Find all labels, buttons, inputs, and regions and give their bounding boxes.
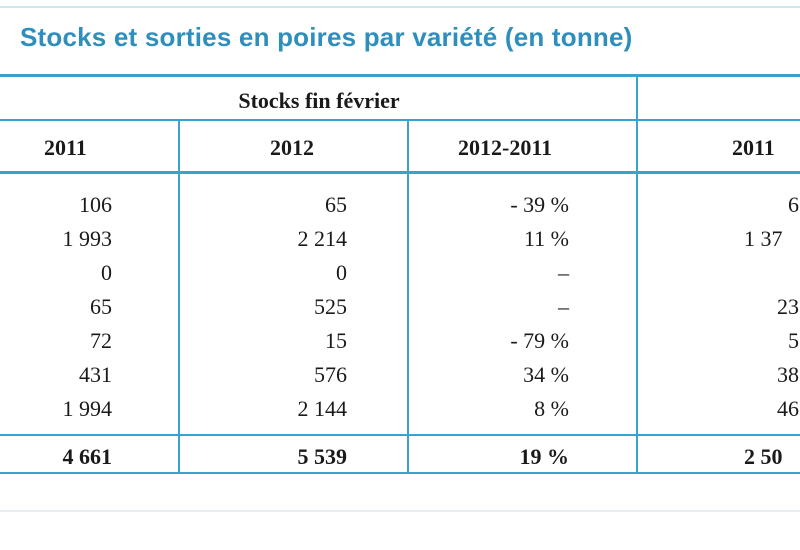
cell-stock-2012: 2 214: [297, 226, 348, 251]
total-rule: [0, 434, 800, 436]
column-header-rule: [0, 171, 800, 174]
cell-stock-2012: 2 144: [297, 396, 348, 421]
col-divider-3: [636, 74, 638, 472]
stocks-table: Stocks fin février 2011 2012 2012-2011 2…: [0, 74, 800, 474]
cell-stock-diff: –: [558, 294, 569, 319]
table-row: 0 0 –: [0, 256, 800, 290]
cell-stock-2011: 0: [101, 260, 112, 285]
cell-stock-diff: 8 %: [534, 396, 569, 421]
cell-stock-2012: 525: [314, 294, 347, 319]
total-row: 4 661 5 539 19 % 2 50: [0, 440, 800, 474]
cell-exit-2011: 1 37: [744, 226, 783, 251]
table-title: Stocks et sorties en poires par variété …: [20, 22, 633, 52]
col-divider-1: [178, 121, 180, 472]
table-bottom-rule: [0, 472, 800, 474]
total-stock-2011: 4 661: [62, 444, 113, 469]
cell-stock-diff: - 39 %: [510, 192, 569, 217]
bottom-rule: [0, 510, 800, 512]
cell-stock-2012: 0: [336, 260, 347, 285]
column-header-2012-2011: 2012-2011: [458, 135, 553, 160]
cell-stock-2011: 106: [79, 192, 112, 217]
total-stock-diff: 19 %: [519, 444, 570, 469]
table-row: 65 525 – 23: [0, 290, 800, 324]
cell-stock-2012: 65: [325, 192, 347, 217]
group-header-stocks: Stocks fin février: [238, 88, 400, 113]
cell-stock-2011: 1 993: [62, 226, 113, 251]
total-exit-2011: 2 50: [744, 444, 783, 469]
total-stock-2012: 5 539: [297, 444, 348, 469]
cell-exit-2011: 46: [777, 396, 799, 421]
column-header-2011: 2011: [44, 135, 87, 160]
cell-stock-diff: 11 %: [523, 226, 569, 251]
cell-stock-2012: 576: [314, 362, 347, 387]
table-row: 72 15 - 79 % 5: [0, 324, 800, 358]
col-divider-2: [407, 121, 409, 472]
column-header-2012: 2012: [270, 135, 314, 160]
cell-stock-2011: 1 994: [62, 396, 113, 421]
top-rule: [0, 6, 800, 8]
cell-stock-2011: 65: [90, 294, 112, 319]
cell-stock-2012: 15: [325, 328, 347, 353]
table-row: 1 993 2 214 11 % 1 37: [0, 222, 800, 256]
table-row: 431 576 34 % 38: [0, 358, 800, 392]
cell-exit-2011: 5: [788, 328, 799, 353]
table-row: 106 65 - 39 % 6: [0, 188, 800, 222]
cell-stock-2011: 72: [90, 328, 112, 353]
group-header-rule: [0, 119, 800, 121]
cell-stock-diff: –: [558, 260, 569, 285]
cell-stock-diff: 34 %: [523, 362, 569, 387]
cell-stock-diff: - 79 %: [510, 328, 569, 353]
table-row: 1 994 2 144 8 % 46: [0, 392, 800, 426]
cell-exit-2011: 23: [777, 294, 799, 319]
cell-exit-2011: 6: [788, 192, 799, 217]
cell-exit-2011: 38: [777, 362, 799, 387]
column-header-2011-second: 2011: [732, 135, 775, 160]
header-top-rule: [0, 74, 800, 77]
cell-stock-2011: 431: [79, 362, 112, 387]
